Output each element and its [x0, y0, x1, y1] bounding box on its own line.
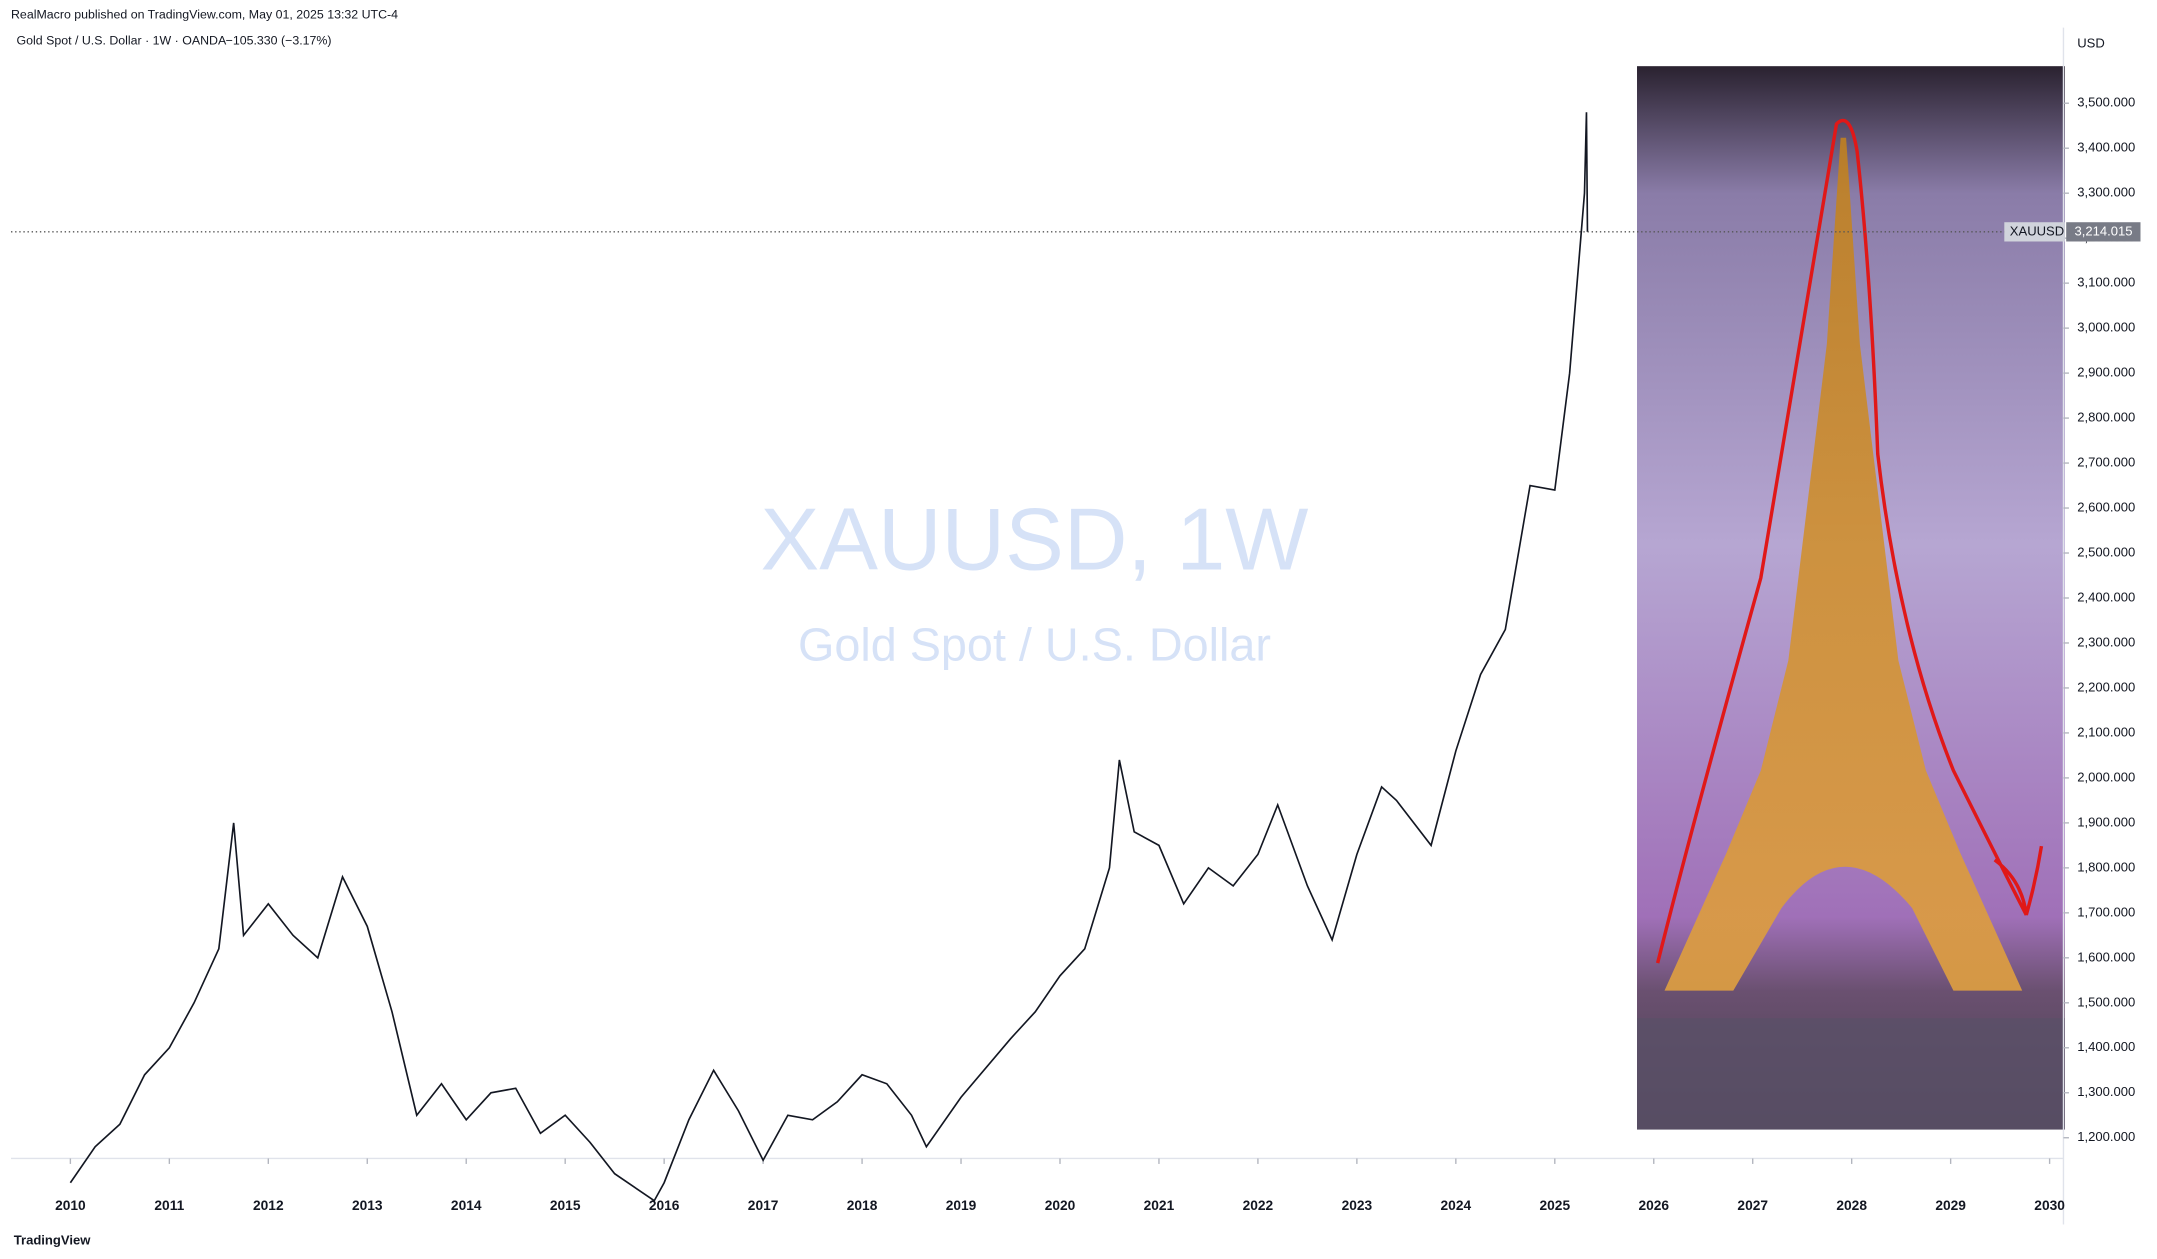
- watermark-subtitle: Gold Spot / U.S. Dollar: [798, 618, 1271, 670]
- x-tick-label: 2028: [1836, 1198, 1867, 1213]
- x-tick-label: 2017: [748, 1198, 779, 1213]
- x-tick-label: 2021: [1144, 1198, 1175, 1213]
- x-tick-label: 2025: [1540, 1198, 1571, 1213]
- x-tick-label: 2029: [1935, 1198, 1966, 1213]
- y-tick-label: 2,200.000: [2077, 679, 2135, 694]
- publisher: RealMacro published on TradingView.com, …: [11, 8, 398, 22]
- y-tick-label: 1,200.000: [2077, 1129, 2135, 1144]
- y-tick-label: 1,800.000: [2077, 859, 2135, 874]
- y-tick-label: 2,100.000: [2077, 724, 2135, 739]
- y-tick-label: 2,700.000: [2077, 455, 2135, 470]
- y-tick-label: 1,400.000: [2077, 1039, 2135, 1054]
- x-tick-label: 2015: [550, 1198, 581, 1213]
- symbol-info: Gold Spot / U.S. Dollar · 1W · OANDA: [17, 34, 227, 48]
- y-tick-label: 2,900.000: [2077, 365, 2135, 380]
- y-tick-label: 1,300.000: [2077, 1084, 2135, 1099]
- x-tick-label: 2022: [1243, 1198, 1274, 1213]
- y-tick-label: 3,500.000: [2077, 95, 2135, 110]
- x-tick-label: 2024: [1441, 1198, 1472, 1213]
- footer: TradingView: [14, 1232, 91, 1247]
- currency: USD: [2077, 36, 2105, 51]
- x-tick-label: 2016: [649, 1198, 680, 1213]
- y-tick-label: 1,500.000: [2077, 994, 2135, 1009]
- x-tick-label: 2018: [847, 1198, 878, 1213]
- y-tick-label: 2,400.000: [2077, 589, 2135, 604]
- y-tick-label: 2,600.000: [2077, 499, 2135, 514]
- x-tick-label: 2019: [946, 1198, 977, 1213]
- x-tick-label: 2030: [2034, 1198, 2065, 1213]
- symbol-tag-label: XAUUSD: [2010, 223, 2064, 238]
- y-tick-label: 3,000.000: [2077, 320, 2135, 335]
- y-tick-label: 1,700.000: [2077, 904, 2135, 919]
- price-tag-label: 3,214.015: [2074, 223, 2132, 238]
- x-tick-label: 2010: [55, 1198, 86, 1213]
- watermark: XAUUSD, 1W: [761, 490, 1309, 589]
- x-tick-label: 2011: [154, 1198, 184, 1213]
- y-tick-label: 3,400.000: [2077, 140, 2135, 155]
- x-tick-label: 2023: [1342, 1198, 1373, 1213]
- y-tick-label: 2,000.000: [2077, 769, 2135, 784]
- x-tick-label: 2012: [253, 1198, 284, 1213]
- y-tick-label: 1,900.000: [2077, 814, 2135, 829]
- price-line: [69, 112, 1589, 1202]
- y-tick-label: 2,800.000: [2077, 410, 2135, 425]
- x-tick-label: 2020: [1045, 1198, 1076, 1213]
- symbol-tag: [2004, 222, 2065, 242]
- eiffel-image: [1637, 66, 2065, 1130]
- y-tick-label: 1,600.000: [2077, 949, 2135, 964]
- price-tag: [2066, 222, 2141, 242]
- y-tick-label: 3,100.000: [2077, 275, 2135, 290]
- y-tick-label: 2,300.000: [2077, 634, 2135, 649]
- x-tick-label: 2027: [1737, 1198, 1768, 1213]
- y-tick-label: 3,300.000: [2077, 185, 2135, 200]
- x-tick-label: 2013: [352, 1198, 383, 1213]
- y-tick-label: 2,500.000: [2077, 544, 2135, 559]
- change: −105.330 (−3.17%): [226, 34, 332, 48]
- x-tick-label: 2026: [1638, 1198, 1669, 1213]
- x-tick-label: 2014: [451, 1198, 482, 1213]
